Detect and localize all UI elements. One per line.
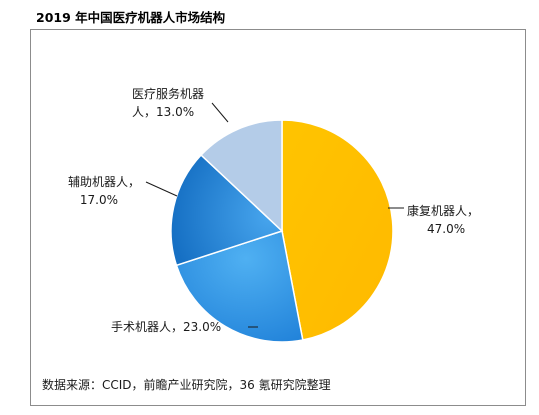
chart-title: 2019 年中国医疗机器人市场结构 (36, 10, 226, 25)
leader-line-service (211, 102, 229, 123)
slice-label-service: 医疗服务机器 (132, 86, 204, 101)
slice-value-rehab: 47.0% (427, 222, 465, 236)
pie-slice-2 (175, 230, 304, 343)
chart-frame (30, 29, 526, 406)
pie-slice-4 (200, 119, 283, 233)
pie-slice-1 (281, 119, 394, 341)
leader-line-assist (145, 181, 178, 197)
slice-label-assist: 辅助机器人， (68, 175, 140, 189)
slice-value-service: 人，13.0% (132, 105, 194, 119)
slice-value-assist: 17.0% (80, 193, 118, 207)
source-note: 数据来源：CCID，前瞻产业研究院，36 氪研究院整理 (42, 378, 331, 392)
slice-label-rehab: 康复机器人， (407, 203, 479, 218)
slice-label-surgery: 手术机器人，23.0% (111, 320, 221, 334)
pie-slice-3 (170, 153, 284, 267)
